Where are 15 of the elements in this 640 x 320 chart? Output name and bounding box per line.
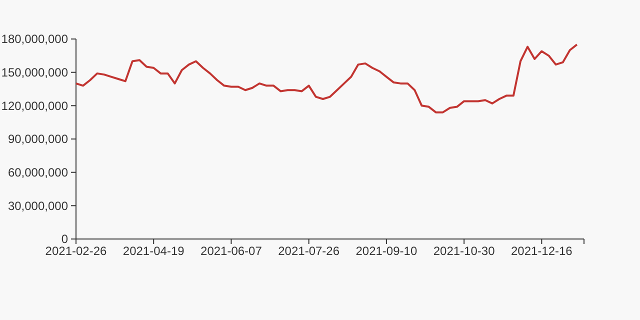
x-tick-label: 2021-02-26 (45, 244, 108, 258)
x-tick-label: 2021-07-26 (278, 244, 340, 258)
x-tick-label: 2021-10-30 (433, 244, 496, 258)
y-tick-label: 30,000,000 (8, 198, 68, 213)
x-tick-label: 2021-12-16 (510, 244, 573, 258)
x-tick-label: 2021-06-07 (200, 244, 262, 258)
x-tick-label: 2021-09-10 (356, 244, 418, 258)
y-tick-label: 90,000,000 (8, 132, 68, 146)
y-tick-label: 150,000,000 (1, 66, 68, 80)
y-tick-label: 120,000,000 (1, 98, 68, 113)
y-tick-label: 0 (61, 232, 68, 246)
x-tick-label: 2021-04-19 (122, 244, 185, 258)
y-tick-label: 180,000,000 (1, 32, 68, 46)
line-series (75, 44, 578, 114)
y-tick-label: 60,000,000 (8, 166, 68, 180)
